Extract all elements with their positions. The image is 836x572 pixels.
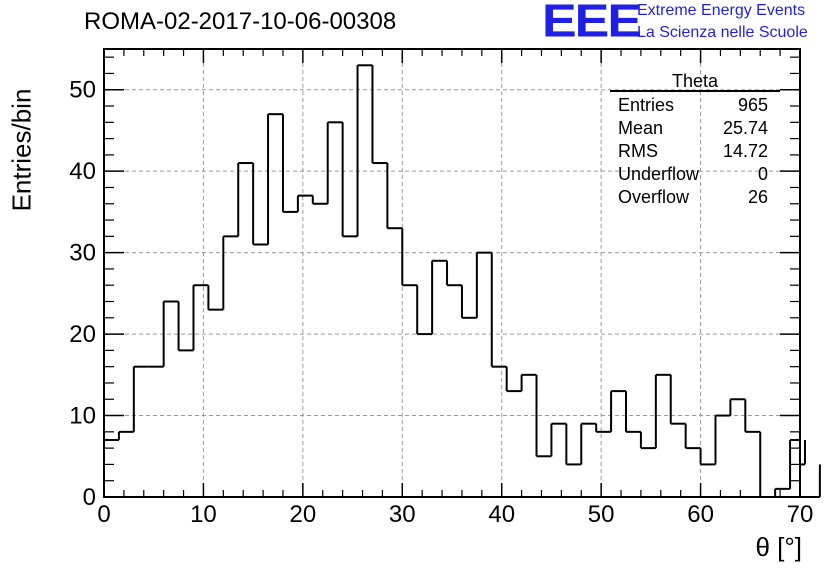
logo-line-2: La Scienza nelle Scuole <box>637 24 808 41</box>
y-tick-label: 0 <box>83 484 96 511</box>
y-tick-label: 20 <box>69 321 96 348</box>
x-axis-label: θ [°] <box>755 532 802 562</box>
stats-value: 965 <box>737 95 768 115</box>
stats-row: Underflow 0 <box>610 163 780 186</box>
x-tick-label: 30 <box>389 501 416 528</box>
stats-label: Entries <box>618 95 675 115</box>
x-tick-label: 60 <box>687 501 714 528</box>
grid-lines <box>104 49 800 497</box>
stats-value: 0 <box>757 164 768 184</box>
stats-row: Entries 965 <box>610 94 780 117</box>
eee-logo: EEE <box>542 0 642 48</box>
stats-label: Underflow <box>618 164 700 184</box>
stats-label: Overflow <box>618 187 690 207</box>
stats-row: RMS 14.72 <box>610 140 780 163</box>
stats-label: Mean <box>618 118 664 138</box>
x-tick-label: 20 <box>290 501 317 528</box>
x-tick-label: 0 <box>97 501 110 528</box>
y-axis-label-box: Entries/bin <box>6 89 38 212</box>
stats-row: Overflow 26 <box>610 186 780 209</box>
y-tick-label: 30 <box>69 240 96 267</box>
stats-label: RMS <box>618 141 658 161</box>
stats-value: 26 <box>747 187 768 207</box>
stats-value: 14.72 <box>722 141 768 161</box>
stats-row: Mean 25.74 <box>610 117 780 140</box>
tick-labels: 0 10 20 30 40 50 60 70 0 10 20 30 40 50 <box>69 77 813 528</box>
x-tick-label: 10 <box>190 501 217 528</box>
y-tick-label: 40 <box>69 158 96 185</box>
stats-box: Theta Entries 965 Mean 25.74 RMS 14.72 U… <box>610 72 780 209</box>
plot-title: ROMA-02-2017-10-06-00308 <box>84 8 397 35</box>
y-axis-label: Entries/bin <box>6 88 37 212</box>
stats-title: Theta <box>610 72 780 92</box>
y-tick-label: 10 <box>69 403 96 430</box>
plot-frame <box>103 48 801 498</box>
stats-value: 25.74 <box>722 118 768 138</box>
x-tick-label: 50 <box>588 501 615 528</box>
histogram-bins <box>103 64 821 498</box>
y-tick-label: 50 <box>69 77 96 104</box>
x-tick-label: 70 <box>787 501 814 528</box>
logo-line-1: Extreme Energy Events <box>637 2 806 19</box>
x-tick-label: 40 <box>488 501 515 528</box>
